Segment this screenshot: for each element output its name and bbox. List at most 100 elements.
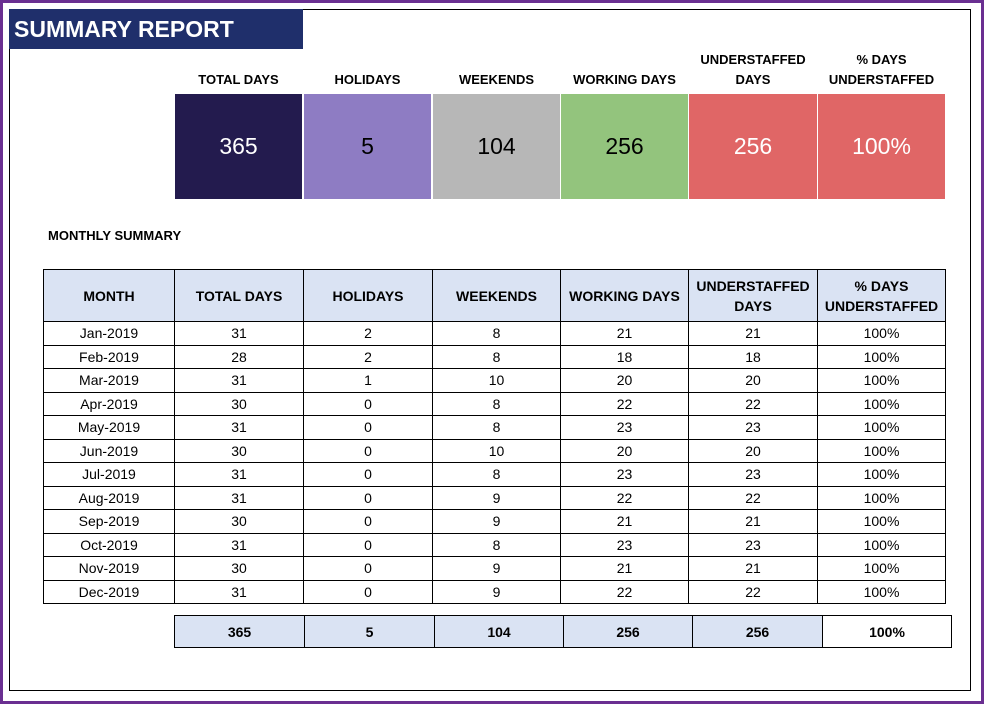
table-row: Mar-2019 31 1 10 20 20 100% bbox=[43, 368, 946, 393]
cell-pct-understaffed: 100% bbox=[817, 462, 946, 487]
cell-month: Jun-2019 bbox=[43, 438, 175, 463]
understaffed-days-total: 256 bbox=[692, 615, 823, 648]
kpi-label-understaffed-days: UNDERSTAFFED DAYS bbox=[700, 52, 806, 87]
kpi-label-weekends: WEEKENDS bbox=[458, 72, 535, 87]
report-border bbox=[9, 9, 971, 691]
cell-working-days: 20 bbox=[560, 368, 689, 393]
cell-pct-understaffed: 100% bbox=[817, 485, 946, 510]
cell-total-days: 30 bbox=[174, 391, 304, 416]
cell-working-days: 23 bbox=[560, 532, 689, 557]
table-row: Jul-2019 31 0 8 23 23 100% bbox=[43, 462, 946, 487]
cell-working-days: 23 bbox=[560, 415, 689, 440]
cell-working-days: 21 bbox=[560, 556, 689, 581]
cell-month: Nov-2019 bbox=[43, 556, 175, 581]
cell-month: May-2019 bbox=[43, 415, 175, 440]
cell-total-days: 31 bbox=[174, 415, 304, 440]
cell-month: Apr-2019 bbox=[43, 391, 175, 416]
cell-understaffed-days: 22 bbox=[688, 579, 818, 604]
table-row: Aug-2019 31 0 9 22 22 100% bbox=[43, 485, 946, 510]
cell-total-days: 31 bbox=[174, 321, 304, 346]
table-row: May-2019 31 0 8 23 23 100% bbox=[43, 415, 946, 440]
cell-pct-understaffed: 100% bbox=[817, 556, 946, 581]
cell-month: Aug-2019 bbox=[43, 485, 175, 510]
col-header-understaffed-days: UNDERSTAFFED DAYS bbox=[688, 269, 818, 322]
table-row: Apr-2019 30 0 8 22 22 100% bbox=[43, 391, 946, 416]
cell-weekends: 9 bbox=[432, 485, 561, 510]
cell-working-days: 18 bbox=[560, 344, 689, 369]
cell-holidays: 2 bbox=[303, 344, 433, 369]
cell-weekends: 10 bbox=[432, 438, 561, 463]
cell-holidays: 0 bbox=[303, 556, 433, 581]
table-row: Jan-2019 31 2 8 21 21 100% bbox=[43, 321, 946, 346]
kpi-label-working-days: WORKING DAYS bbox=[573, 72, 676, 87]
cell-pct-understaffed: 100% bbox=[817, 344, 946, 369]
totals-row-table: 365 5 104 256 256 100% bbox=[174, 615, 952, 648]
monthly-summary-table: MONTH TOTAL DAYS HOLIDAYS WEEKENDS WORKI… bbox=[43, 269, 946, 604]
cell-month: Jan-2019 bbox=[43, 321, 175, 346]
cell-pct-understaffed: 100% bbox=[817, 321, 946, 346]
cell-pct-understaffed: 100% bbox=[817, 509, 946, 534]
kpi-tile-pct-understaffed: 100% bbox=[818, 94, 945, 199]
cell-holidays: 0 bbox=[303, 485, 433, 510]
cell-understaffed-days: 23 bbox=[688, 532, 818, 557]
cell-holidays: 0 bbox=[303, 391, 433, 416]
table-header-row: MONTH TOTAL DAYS HOLIDAYS WEEKENDS WORKI… bbox=[43, 269, 946, 322]
cell-weekends: 8 bbox=[432, 462, 561, 487]
cell-understaffed-days: 18 bbox=[688, 344, 818, 369]
col-header-total-days: TOTAL DAYS bbox=[174, 269, 304, 322]
cell-holidays: 0 bbox=[303, 509, 433, 534]
cell-understaffed-days: 21 bbox=[688, 321, 818, 346]
cell-month: Mar-2019 bbox=[43, 368, 175, 393]
cell-total-days: 30 bbox=[174, 438, 304, 463]
cell-pct-understaffed: 100% bbox=[817, 579, 946, 604]
cell-total-days: 31 bbox=[174, 579, 304, 604]
cell-holidays: 2 bbox=[303, 321, 433, 346]
kpi-label-holidays: HOLIDAYS bbox=[334, 72, 401, 87]
cell-weekends: 9 bbox=[432, 509, 561, 534]
cell-understaffed-days: 20 bbox=[688, 438, 818, 463]
totals-row: 365 5 104 256 256 100% bbox=[174, 615, 952, 648]
kpi-tile-holidays: 5 bbox=[304, 94, 431, 199]
kpi-tile-understaffed-days: 256 bbox=[689, 94, 817, 199]
cell-working-days: 22 bbox=[560, 391, 689, 416]
cell-pct-understaffed: 100% bbox=[817, 391, 946, 416]
cell-weekends: 10 bbox=[432, 368, 561, 393]
cell-understaffed-days: 22 bbox=[688, 485, 818, 510]
working-days-total: 256 bbox=[563, 615, 693, 648]
kpi-label-pct-understaffed: % DAYS UNDERSTAFFED bbox=[828, 52, 935, 87]
cell-month: Feb-2019 bbox=[43, 344, 175, 369]
cell-understaffed-days: 20 bbox=[688, 368, 818, 393]
cell-working-days: 20 bbox=[560, 438, 689, 463]
col-header-pct-understaffed: % DAYS UNDERSTAFFED bbox=[817, 269, 946, 322]
cell-total-days: 31 bbox=[174, 532, 304, 557]
kpi-tile-working-days: 256 bbox=[561, 94, 688, 199]
cell-weekends: 9 bbox=[432, 556, 561, 581]
cell-weekends: 9 bbox=[432, 579, 561, 604]
cell-total-days: 31 bbox=[174, 462, 304, 487]
kpi-tile-weekends: 104 bbox=[433, 94, 560, 199]
cell-month: Sep-2019 bbox=[43, 509, 175, 534]
cell-working-days: 21 bbox=[560, 509, 689, 534]
kpi-tile-total-days: 365 bbox=[175, 94, 302, 199]
monthly-summary-label: MONTHLY SUMMARY bbox=[48, 228, 182, 243]
weekends-total: 104 bbox=[434, 615, 564, 648]
cell-pct-understaffed: 100% bbox=[817, 415, 946, 440]
cell-holidays: 0 bbox=[303, 579, 433, 604]
cell-working-days: 22 bbox=[560, 485, 689, 510]
total-days-total: 365 bbox=[174, 615, 305, 648]
table-row: Sep-2019 30 0 9 21 21 100% bbox=[43, 509, 946, 534]
holidays-total: 5 bbox=[304, 615, 435, 648]
table-row: Feb-2019 28 2 8 18 18 100% bbox=[43, 344, 946, 369]
cell-understaffed-days: 21 bbox=[688, 509, 818, 534]
cell-pct-understaffed: 100% bbox=[817, 438, 946, 463]
cell-month: Oct-2019 bbox=[43, 532, 175, 557]
table-row: Nov-2019 30 0 9 21 21 100% bbox=[43, 556, 946, 581]
report-title: SUMMARY REPORT bbox=[9, 9, 303, 49]
cell-holidays: 1 bbox=[303, 368, 433, 393]
cell-understaffed-days: 23 bbox=[688, 462, 818, 487]
cell-weekends: 8 bbox=[432, 415, 561, 440]
cell-total-days: 31 bbox=[174, 368, 304, 393]
cell-holidays: 0 bbox=[303, 415, 433, 440]
cell-weekends: 8 bbox=[432, 532, 561, 557]
col-header-weekends: WEEKENDS bbox=[432, 269, 561, 322]
